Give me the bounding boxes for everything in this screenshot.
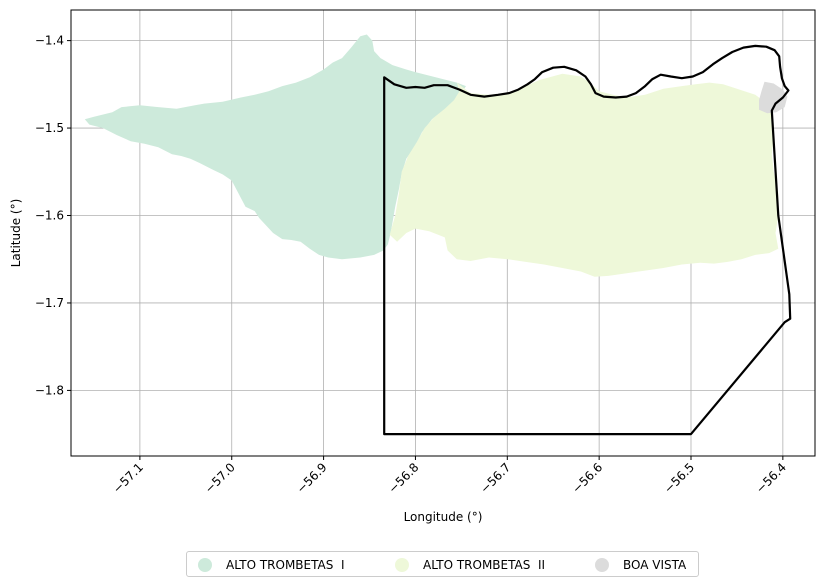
axes-frame bbox=[70, 9, 816, 457]
x-tick-label: −56.5 bbox=[661, 460, 697, 496]
y-tick-label: −1.4 bbox=[35, 34, 64, 48]
x-tick-label: −56.7 bbox=[478, 460, 514, 496]
y-tick-label: −1.5 bbox=[35, 121, 64, 135]
x-tick-label: −57.0 bbox=[202, 460, 238, 496]
legend-label: BOA VISTA bbox=[623, 558, 687, 572]
legend-swatch bbox=[395, 558, 409, 572]
legend-swatch bbox=[198, 558, 212, 572]
x-tick-label: −56.6 bbox=[569, 460, 605, 496]
x-axis-label: Longitude (°) bbox=[404, 510, 483, 524]
area-alto-trombetas-i bbox=[84, 34, 467, 260]
legend-label: ALTO TROMBETAS II bbox=[423, 558, 546, 572]
y-tick-label: −1.6 bbox=[35, 209, 64, 223]
legend-item-alto-trombetas-ii: ALTO TROMBETAS II bbox=[395, 556, 545, 574]
y-axis-label: Latitude (°) bbox=[9, 199, 23, 268]
area-boa-vista bbox=[759, 81, 788, 114]
x-axis-ticks: −57.1 −57.0 −56.9 −56.8 −56.7 −56.6 −56.5 −56.4 bbox=[110, 456, 789, 496]
legend-label: ALTO TROMBETAS I bbox=[226, 558, 345, 572]
legend-swatch bbox=[595, 558, 609, 572]
boundary-outline bbox=[383, 44, 792, 436]
x-tick-label: −57.1 bbox=[110, 460, 146, 496]
y-tick-label: −1.8 bbox=[35, 383, 64, 397]
x-tick-label: −56.8 bbox=[386, 460, 422, 496]
legend: ALTO TROMBETAS I ALTO TROMBETAS II BOA V… bbox=[186, 551, 699, 577]
legend-item-boa-vista: BOA VISTA bbox=[595, 556, 686, 574]
x-tick-label: −56.4 bbox=[753, 460, 789, 496]
area-alto-trombetas-ii bbox=[389, 73, 779, 277]
y-axis-ticks: −1.4 −1.5 −1.6 −1.7 −1.8 bbox=[35, 34, 71, 397]
y-tick-label: −1.7 bbox=[35, 296, 64, 310]
x-tick-label: −56.9 bbox=[294, 460, 330, 496]
map-areas bbox=[84, 34, 788, 277]
boundary-layer bbox=[383, 44, 792, 436]
legend-item-alto-trombetas-i: ALTO TROMBETAS I bbox=[198, 556, 345, 574]
